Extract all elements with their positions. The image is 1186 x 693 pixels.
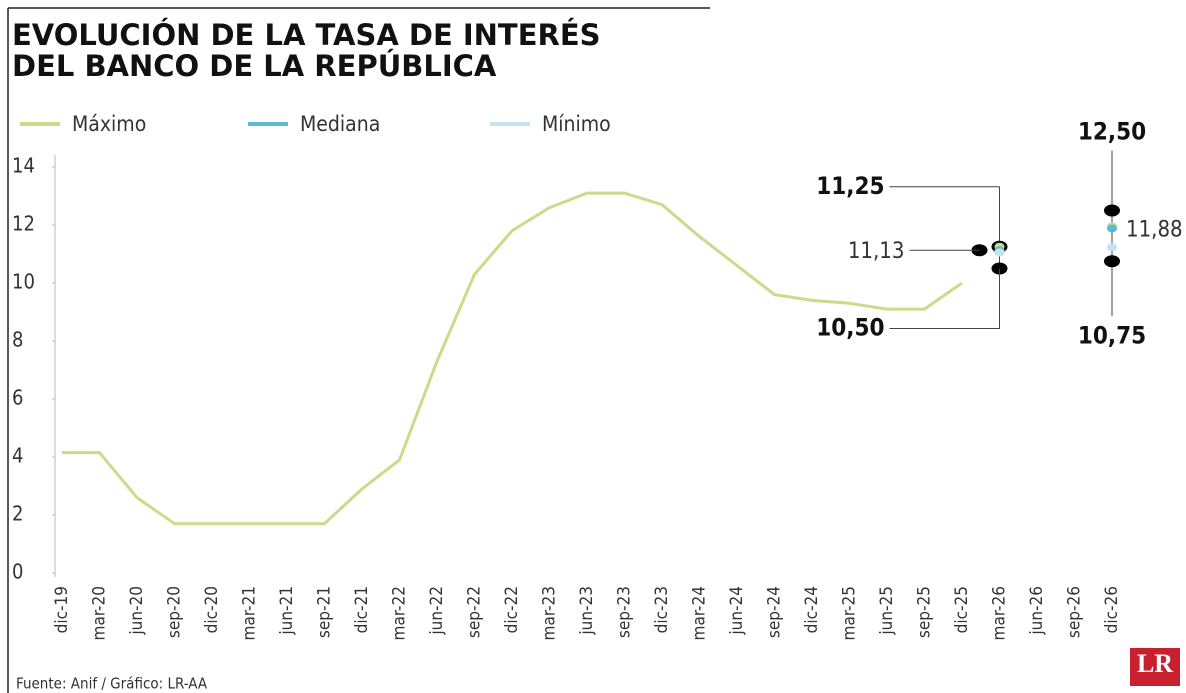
data-label: 12,50	[1078, 118, 1146, 146]
x-tick-label: dic-19	[52, 586, 72, 633]
x-tick-label: sep-25	[915, 586, 935, 638]
y-tick-label: 10	[12, 270, 35, 294]
y-tick-label: 2	[12, 502, 23, 526]
line	[62, 191, 963, 526]
data-label: 10,75	[1078, 321, 1146, 349]
x-tick-label: dic-22	[502, 586, 522, 633]
y-tick-label: 4	[12, 444, 23, 468]
x-tick-label: jun-24	[727, 586, 747, 636]
min-point	[1107, 243, 1117, 252]
x-tick-label: mar-20	[90, 586, 110, 640]
x-tick-label: dic-26	[1102, 586, 1122, 633]
x-tick-label: mar-25	[840, 586, 860, 640]
min-dot	[1104, 255, 1120, 268]
max-dot	[1104, 204, 1120, 217]
y-tick-label: 14	[12, 154, 35, 178]
x-tick-label: jun-22	[427, 586, 447, 636]
y-tick-label: 6	[12, 386, 23, 410]
legend-label: Mediana	[300, 112, 380, 136]
y-tick-label: 0	[12, 560, 23, 584]
y-tick-label: 12	[12, 212, 35, 236]
legend-label: Mínimo	[542, 112, 611, 136]
x-tick-label: jun-21	[277, 586, 297, 636]
data-label: 11,25	[816, 172, 884, 200]
data-label: 10,50	[816, 314, 884, 342]
data-label: 11,13	[848, 239, 905, 264]
data-label: 11,88	[1126, 217, 1183, 242]
x-tick-label: sep-22	[465, 586, 485, 638]
leader	[889, 268, 1000, 329]
x-tick-label: sep-21	[315, 586, 335, 638]
chart-title: EVOLUCIÓN DE LA TASA DE INTERÉS	[12, 18, 601, 52]
logo: LR	[1137, 649, 1173, 678]
x-tick-label: jun-25	[877, 586, 897, 636]
min-point	[994, 248, 1005, 257]
x-tick-label: dic-24	[802, 586, 822, 633]
x-tick-label: dic-25	[952, 586, 972, 633]
x-tick-label: sep-24	[765, 586, 785, 638]
x-tick-label: sep-20	[165, 586, 185, 638]
x-tick-label: dic-23	[652, 586, 672, 633]
x-tick-label: dic-21	[352, 586, 372, 633]
x-tick-label: jun-20	[127, 586, 147, 636]
logo-box	[1130, 648, 1180, 686]
legend-label: Máximo	[72, 112, 146, 136]
x-tick-label: mar-21	[240, 586, 260, 640]
x-tick-label: jun-26	[1027, 586, 1047, 636]
x-tick-label: jun-23	[577, 586, 597, 636]
x-tick-label: sep-26	[1065, 586, 1085, 638]
chart-title: DEL BANCO DE LA REPÚBLICA	[12, 49, 497, 83]
x-tick-label: mar-24	[690, 586, 710, 640]
x-tick-label: sep-23	[615, 586, 635, 638]
x-tick-label: mar-22	[390, 586, 410, 640]
median-dot	[1107, 224, 1117, 233]
x-tick-label: mar-26	[990, 586, 1010, 640]
y-tick-label: 8	[12, 328, 23, 352]
x-tick-label: mar-23	[540, 586, 560, 640]
source: Fuente: Anif / Gráfico: LR-AA	[16, 675, 208, 693]
x-tick-label: dic-20	[202, 586, 222, 633]
